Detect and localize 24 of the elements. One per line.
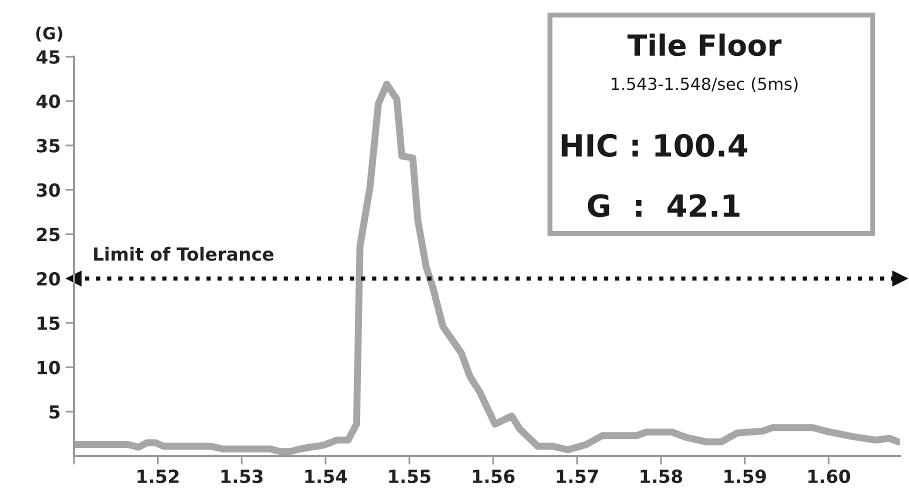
x-tick-label: 1.53 <box>221 470 263 484</box>
y-tick-label: 10 <box>38 360 60 374</box>
x-tick-label: 1.59 <box>724 470 766 484</box>
annotation: HIC : 100.4 <box>562 134 748 157</box>
x-tick-label: 1.52 <box>138 470 179 484</box>
y-axis-title: (G) <box>36 26 62 42</box>
x-tick-label: 1.60 <box>808 470 850 484</box>
x-tick-label: 1.58 <box>640 470 682 484</box>
annotation: G : 42.1 <box>588 194 740 218</box>
y-tick-label: 45 <box>36 50 60 64</box>
x-tick-label: 1.55 <box>389 470 430 484</box>
y-tick-label: 5 <box>50 405 60 419</box>
text: Tile Floor <box>628 34 782 56</box>
ref-line-label: Limit of Tolerance <box>94 246 274 261</box>
x-tick-label: 1.54 <box>305 470 347 484</box>
annotation: 1.543-1.548/sec (5ms) <box>612 77 798 92</box>
x-tick-label: 1.57 <box>556 470 598 484</box>
y-tick-label: 15 <box>38 316 60 330</box>
y-tick-label: 20 <box>37 272 60 286</box>
y-tick-label: 25 <box>37 228 60 242</box>
x-tick-label: 1.56 <box>473 470 515 484</box>
y-tick-label: 35 <box>36 138 60 153</box>
y-tick-label: 40 <box>36 94 60 108</box>
y-tick-label: 30 <box>36 183 60 197</box>
